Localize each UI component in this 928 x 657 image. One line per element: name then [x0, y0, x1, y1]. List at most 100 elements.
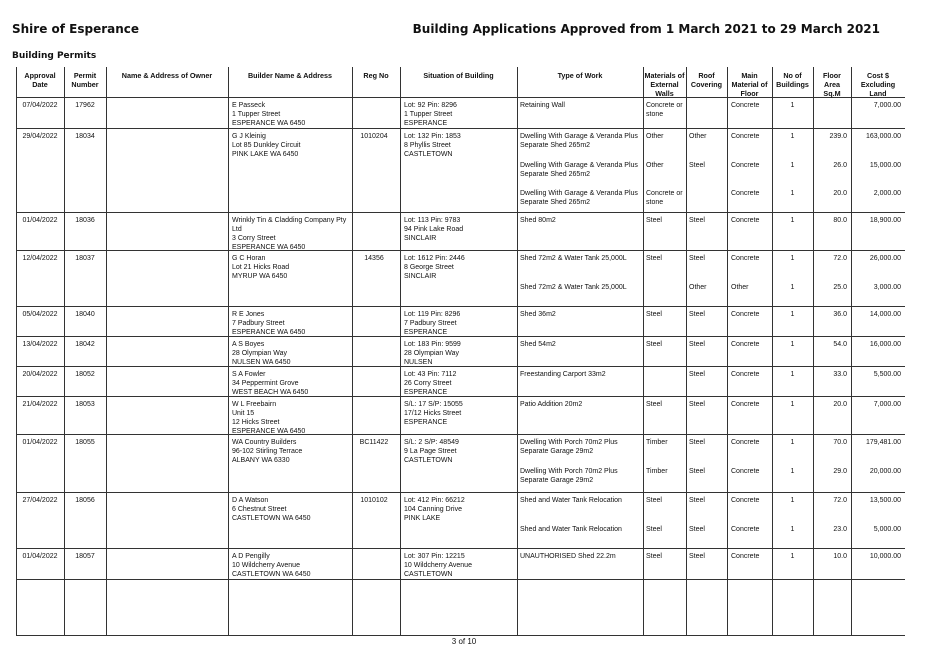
floor-area: 26.0	[833, 161, 847, 169]
type-of-work: Dwelling With Garage & Veranda Plus Sepa…	[520, 161, 638, 178]
floor-material: Concrete	[731, 371, 760, 378]
row-divider	[16, 128, 905, 129]
external-walls: Steel	[646, 401, 662, 408]
floor-material: Concrete	[731, 102, 760, 109]
column-header-builder: Builder Name & Address	[247, 71, 332, 80]
external-walls: Steel	[646, 525, 662, 533]
floor-material: Concrete	[731, 497, 760, 504]
permits-table: Approval Date Permit Number Name & Address…	[16, 67, 905, 636]
external-walls: Other	[646, 133, 664, 140]
type-of-work: Freestanding Carport 33m2	[520, 371, 606, 378]
type-of-work: Dwelling With Garage & Veranda Plus Sepa…	[520, 133, 638, 149]
column-header-owner: Name & Address of Owner	[121, 71, 213, 80]
builder: WA Country Builders 96-102 Stirling Terr…	[232, 439, 303, 464]
cost: 10,000.00	[869, 553, 901, 560]
column-header-situation: Situation of Building	[423, 71, 494, 80]
no-of-buildings: 1	[790, 553, 795, 560]
external-walls: Other	[646, 161, 664, 169]
approval-date: 20/04/2022	[22, 371, 58, 378]
row-divider	[16, 366, 905, 367]
roof-covering: Steel	[689, 161, 705, 169]
approval-date: 21/04/2022	[22, 401, 58, 408]
type-of-work: Shed 54m2	[520, 341, 556, 348]
floor-material: Concrete	[731, 311, 760, 318]
floor-area: 70.0	[833, 439, 847, 446]
floor-area: 23.0	[833, 525, 847, 533]
situation: Lot: 43 Pin: 7112 26 Corry Street ESPERA…	[404, 371, 457, 396]
floor-material: Concrete	[731, 525, 760, 533]
permit-number: 18036	[75, 217, 95, 224]
situation: Lot: 307 Pin: 12215 10 Wildcherry Avenue…	[404, 553, 472, 578]
cost: 15,000.00	[869, 161, 901, 169]
external-walls: Concrete or stone	[646, 190, 683, 206]
permit-number: 17962	[75, 102, 95, 109]
cost: 163,000.00	[865, 133, 901, 140]
floor-material: Concrete	[731, 553, 760, 560]
floor-area: 29.0	[833, 467, 847, 475]
floor-area: 72.0	[833, 497, 847, 504]
type-of-work: Dwelling With Porch 70m2 Plus Separate G…	[520, 467, 618, 484]
roof-covering: Steel	[689, 525, 705, 533]
permit-number: 18052	[75, 371, 95, 378]
floor-material: Concrete	[731, 467, 760, 475]
reg-no: 1010204	[360, 133, 388, 140]
approval-date: 05/04/2022	[22, 311, 58, 318]
no-of-buildings: 1	[790, 133, 795, 140]
type-of-work: Dwelling With Porch 70m2 Plus Separate G…	[520, 439, 618, 455]
no-of-buildings: 1	[790, 439, 795, 446]
no-of-buildings: 1	[790, 102, 795, 109]
builder: E Passeck 1 Tupper Street ESPERANCE WA 6…	[232, 102, 306, 127]
floor-material: Concrete	[731, 255, 760, 262]
cost: 5,000.00	[873, 525, 901, 533]
situation: S/L: 2 S/P: 48549 9 La Page Street CASTL…	[404, 439, 459, 464]
cost: 13,500.00	[869, 497, 901, 504]
column-header-roof-covering: Roof Covering	[690, 71, 723, 89]
builder: D A Watson 6 Chestnut Street CASTLETOWN …	[232, 497, 311, 522]
permit-number: 18037	[75, 255, 95, 262]
external-walls: Steel	[646, 217, 662, 224]
no-of-buildings: 1	[790, 283, 795, 291]
column-divider	[64, 67, 65, 635]
row-divider	[16, 336, 905, 337]
column-header-external-walls: Materials of External Walls	[644, 71, 685, 98]
situation: Lot: 92 Pin: 8296 1 Tupper Street ESPERA…	[404, 102, 457, 127]
type-of-work: Shed 36m2	[520, 311, 556, 318]
row-divider	[16, 548, 905, 549]
column-divider	[517, 67, 518, 635]
approval-date: 12/04/2022	[22, 255, 58, 262]
type-of-work: Shed 72m2 & Water Tank 25,000L	[520, 283, 627, 291]
column-divider	[686, 67, 687, 635]
organisation-name: Shire of Esperance	[12, 22, 140, 36]
no-of-buildings: 1	[790, 217, 795, 224]
external-walls: Steel	[646, 341, 662, 348]
floor-material: Concrete	[731, 190, 760, 197]
floor-material: Concrete	[731, 133, 760, 140]
cost: 2,000.00	[873, 190, 901, 197]
cost: 16,000.00	[869, 341, 901, 348]
column-divider	[643, 67, 644, 635]
builder: Wrinkly Tin & Cladding Company Pty Ltd 3…	[232, 217, 347, 251]
type-of-work: Shed 80m2	[520, 217, 556, 224]
no-of-buildings: 1	[790, 401, 795, 408]
report-title: Building Applications Approved from 1 Ma…	[412, 22, 880, 36]
approval-date: 13/04/2022	[22, 341, 58, 348]
column-divider	[400, 67, 401, 635]
situation: Lot: 113 Pin: 9783 94 Pink Lake Road SIN…	[404, 217, 464, 242]
roof-covering: Steel	[689, 497, 705, 504]
floor-material: Concrete	[731, 439, 760, 446]
column-divider	[813, 67, 814, 635]
roof-covering: Steel	[689, 255, 705, 262]
floor-material: Other	[731, 283, 749, 291]
cost: 20,000.00	[869, 467, 901, 475]
column-header-floor-area: Floor Area Sq.M	[823, 71, 841, 98]
roof-covering: Steel	[689, 553, 705, 560]
permit-number: 18057	[75, 553, 95, 560]
floor-material: Concrete	[731, 401, 760, 408]
row-divider	[16, 306, 905, 307]
reg-no: 14356	[364, 255, 384, 262]
permit-number: 18040	[75, 311, 95, 318]
column-divider	[851, 67, 852, 635]
situation: Lot: 119 Pin: 8296 7 Padbury Street ESPE…	[404, 311, 461, 336]
floor-material: Concrete	[731, 161, 760, 169]
roof-covering: Steel	[689, 341, 705, 348]
